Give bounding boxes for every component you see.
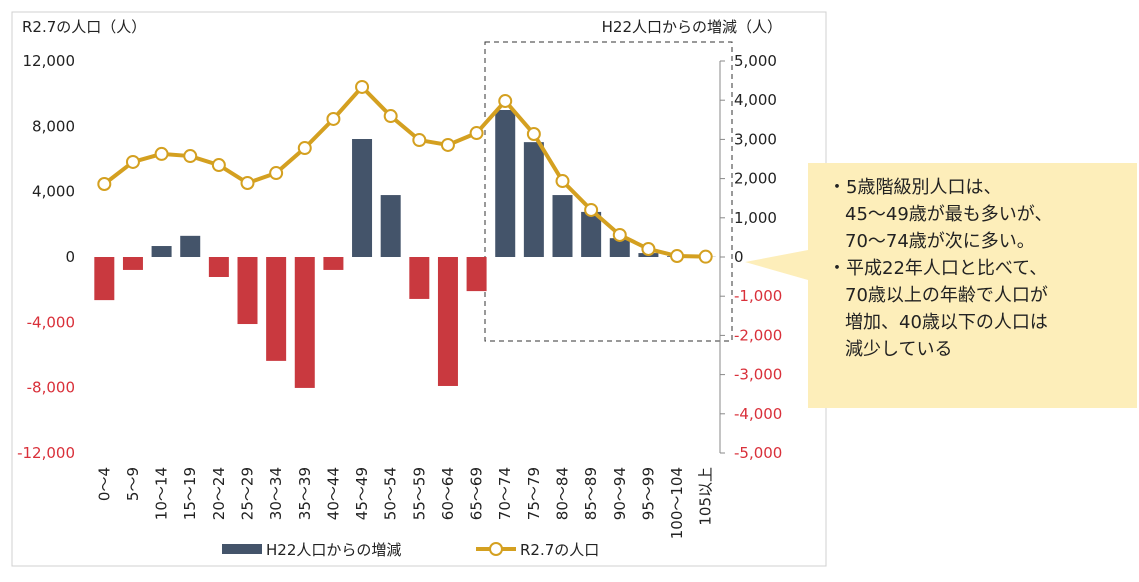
bar (152, 246, 172, 257)
bar (438, 257, 458, 386)
bar (352, 139, 372, 257)
line-marker (270, 167, 282, 179)
annotation-line: ・5歳階級別人口は、 (828, 177, 1001, 198)
x-tick-label: 95～99 (639, 467, 657, 520)
line-marker (385, 110, 397, 122)
annotation-line: 70歳以上の年齢で人口が (845, 285, 1048, 306)
tick-label: -4,000 (27, 313, 75, 331)
line-marker (327, 113, 339, 125)
tick-label: 12,000 (23, 52, 76, 70)
tick-label: 2,000 (734, 170, 777, 188)
line-marker (642, 243, 654, 255)
tick-label: -1,000 (734, 287, 782, 305)
bar (323, 257, 343, 270)
y-axis-label: R2.7の人口（人） (22, 18, 146, 36)
bar (123, 257, 143, 270)
tick-label: -5,000 (734, 444, 782, 462)
legend-label: H22人口からの増減 (266, 541, 401, 559)
x-tick-label: 100～104 (668, 467, 686, 539)
tick-label: 0 (65, 248, 75, 266)
line-marker (127, 156, 139, 168)
x-tick-label: 65～69 (468, 467, 486, 520)
x-tick-label: 90～94 (611, 467, 629, 520)
bar (94, 257, 114, 300)
annotation-line: ・平成22年人口と比べて、 (828, 258, 1047, 279)
line-marker (671, 250, 683, 262)
bar (238, 257, 258, 324)
tick-label: 5,000 (734, 52, 777, 70)
tick-label: 1,000 (734, 209, 777, 227)
line-marker (585, 204, 597, 216)
x-tick-label: 10～14 (153, 467, 171, 520)
x-tick-label: 45～49 (353, 467, 371, 520)
line-marker (242, 177, 254, 189)
x-tick-label: 5～9 (124, 467, 142, 501)
x-tick-label: 30～34 (267, 467, 285, 520)
line-marker (184, 150, 196, 162)
legend-swatch (222, 544, 262, 554)
annotation-line: 減少している (845, 339, 952, 360)
x-tick-label: 20～24 (210, 467, 228, 520)
bar (553, 195, 573, 257)
line-marker (499, 95, 511, 107)
line-marker (700, 251, 712, 263)
bar (381, 195, 401, 257)
bar (524, 142, 544, 257)
tick-label: 8,000 (32, 117, 75, 135)
line-marker (557, 175, 569, 187)
annotation-line: 70～74歳が次に多い。 (845, 231, 1035, 252)
bar (495, 110, 515, 257)
legend-label: R2.7の人口 (520, 541, 599, 559)
x-tick-label: 75～79 (525, 467, 543, 520)
bar (467, 257, 487, 291)
tick-label: 3,000 (734, 130, 777, 148)
line-marker (213, 159, 225, 171)
annotation-line: 増加、40歳以下の人口は (845, 312, 1048, 333)
line-marker (356, 81, 368, 93)
tick-label: 4,000 (734, 91, 777, 109)
x-tick-label: 55～59 (410, 467, 428, 520)
bar (266, 257, 286, 361)
tick-label: -12,000 (17, 444, 75, 462)
x-tick-label: 25～29 (239, 467, 257, 520)
tick-label: -2,000 (734, 326, 782, 344)
bar (209, 257, 229, 277)
x-tick-label: 85～89 (582, 467, 600, 520)
bar (180, 236, 200, 257)
line-marker (614, 229, 626, 241)
legend-swatch (490, 543, 502, 555)
x-tick-label: 40～44 (324, 467, 342, 520)
bar (295, 257, 315, 388)
line-marker (413, 134, 425, 146)
tick-label: 0 (734, 248, 744, 266)
line-marker (442, 139, 454, 151)
x-tick-label: 35～39 (296, 467, 314, 520)
line-marker (156, 148, 168, 160)
x-tick-label: 60～64 (439, 467, 457, 520)
x-tick-label: 15～19 (181, 467, 199, 520)
tick-label: -8,000 (27, 379, 75, 397)
bar (409, 257, 429, 299)
x-tick-label: 0～4 (95, 467, 113, 501)
x-tick-label: 80～84 (554, 467, 572, 520)
tick-label: -3,000 (734, 366, 782, 384)
tick-label: -4,000 (734, 405, 782, 423)
x-tick-label: 70～74 (496, 467, 514, 520)
line-marker (471, 127, 483, 139)
line-marker (98, 178, 110, 190)
annotation-line: 45～49歳が最も多いが、 (845, 204, 1052, 225)
x-tick-label: 105以上 (697, 467, 715, 526)
tick-label: 4,000 (32, 183, 75, 201)
line-marker (528, 128, 540, 140)
x-tick-label: 50～54 (382, 467, 400, 520)
y2-axis-label: H22人口からの増減（人） (602, 18, 782, 36)
line-marker (299, 142, 311, 154)
